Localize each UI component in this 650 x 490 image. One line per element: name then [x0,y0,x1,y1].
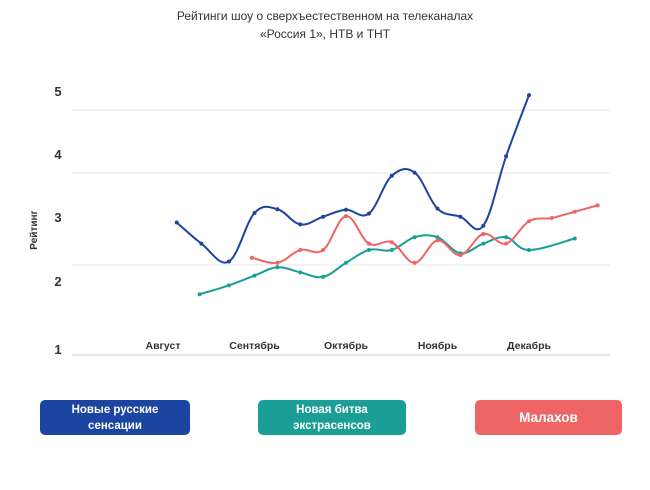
data-point-malakhov [527,219,531,224]
data-point-novye-russkie-sensacii [435,206,440,211]
y-tick-label: 1 [54,342,61,357]
data-point-novye-russkie-sensacii [226,259,231,264]
data-point-malakhov [366,241,371,246]
data-point-novye-russkie-sensacii [344,207,348,212]
data-point-malakhov [435,238,440,243]
data-point-novye-russkie-sensacii [252,211,257,215]
data-point-malakhov [481,232,486,236]
data-point-novye-russkie-sensacii [458,214,463,219]
series-layer [174,93,600,297]
data-point-novye-russkie-sensacii [389,173,394,178]
data-point-novaya-bitva-ekstrasensov [481,241,486,246]
data-point-novaya-bitva-ekstrasensov [344,260,348,265]
chart-title-line-2: «Россия 1», НТВ и ТНТ [260,27,391,41]
series-line-novye-russkie-sensacii [175,94,530,264]
data-point-novaya-bitva-ekstrasensov [275,265,280,270]
legend-novye-russkie-sensacii[interactable]: Новые русские сенсации [40,400,190,435]
series-line-malakhov [250,204,599,265]
y-tick-label: 4 [54,147,62,162]
x-tick-label: Август [146,340,181,352]
y-tick-label: 2 [54,274,61,289]
data-point-malakhov [344,214,348,219]
data-point-novaya-bitva-ekstrasensov [504,235,509,240]
data-point-malakhov [412,260,417,265]
data-point-novye-russkie-sensacii [412,170,417,175]
data-point-novaya-bitva-ekstrasensov [226,283,231,288]
data-point-malakhov [275,260,280,265]
gridlines [72,109,610,356]
data-point-novye-russkie-sensacii [366,211,371,216]
data-point-novaya-bitva-ekstrasensov [366,248,371,252]
data-point-malakhov [249,255,254,260]
legend-novaya-bitva-ekstrasensov[interactable]: Новая битва экстрасенсов [258,400,406,435]
data-point-malakhov [572,209,577,214]
data-point-novaya-bitva-ekstrasensov [572,236,577,241]
y-axis-label: Рейтинг [29,210,40,249]
data-point-malakhov [298,248,303,252]
data-point-novaya-bitva-ekstrasensov [321,274,326,279]
data-point-novye-russkie-sensacii [481,223,486,228]
data-point-novye-russkie-sensacii [298,222,303,227]
x-axis-ticks: Август Сентябрь Октябрь Ноябрь Декабрь [146,340,552,352]
data-point-novaya-bitva-ekstrasensov [252,273,257,278]
y-axis-ticks: 1 2 3 4 5 [54,84,62,357]
data-point-novaya-bitva-ekstrasensov [527,248,531,252]
data-point-novaya-bitva-ekstrasensov [389,248,394,252]
data-point-malakhov [389,240,394,245]
legend-malakhov[interactable]: Малахов [475,400,622,435]
data-point-novaya-bitva-ekstrasensov [197,292,202,297]
data-point-novye-russkie-sensacii [174,220,179,225]
x-tick-label: Сентябрь [229,340,280,352]
data-point-malakhov [321,248,326,252]
data-point-novye-russkie-sensacii [527,93,531,98]
data-point-novaya-bitva-ekstrasensov [435,235,440,240]
y-tick-label: 3 [54,210,61,225]
data-point-novye-russkie-sensacii [504,154,509,159]
x-tick-label: Декабрь [507,340,551,352]
data-point-novye-russkie-sensacii [321,214,326,219]
chart-title-line-1: Рейтинги шоу о сверхъестественном на тел… [177,9,473,23]
data-point-malakhov [504,241,509,246]
data-point-novye-russkie-sensacii [199,241,204,246]
x-tick-label: Ноябрь [418,340,458,352]
x-tick-label: Октябрь [324,340,369,352]
data-point-novaya-bitva-ekstrasensov [412,235,417,240]
data-point-malakhov [458,253,463,258]
data-point-malakhov [595,203,600,208]
data-point-malakhov [549,216,554,220]
y-tick-label: 5 [54,84,61,99]
data-point-novye-russkie-sensacii [275,207,280,212]
data-point-novaya-bitva-ekstrasensov [298,270,303,275]
